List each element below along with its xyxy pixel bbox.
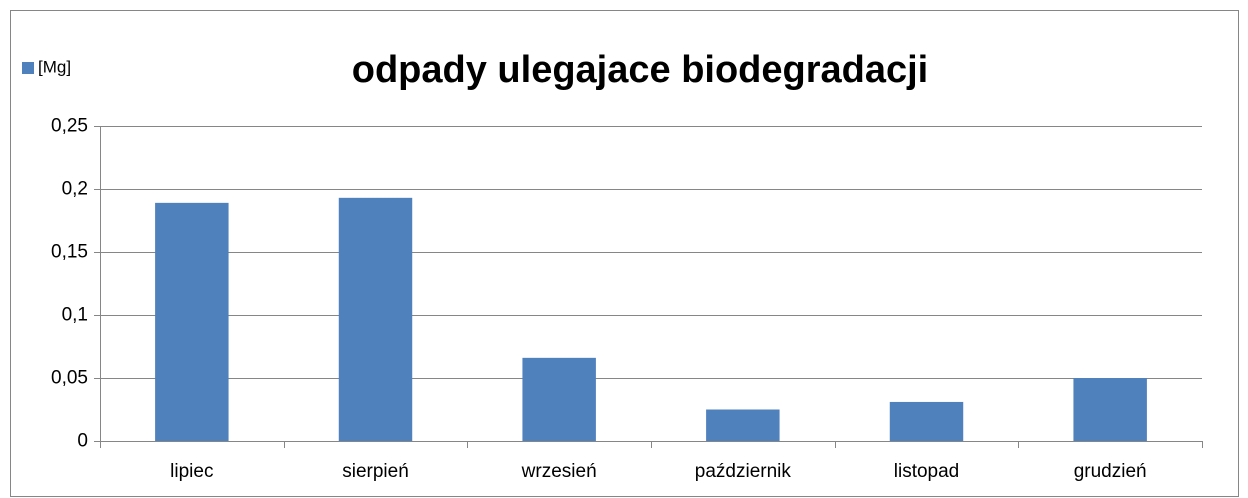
x-tick-label: październik	[695, 461, 792, 482]
bar	[706, 409, 780, 441]
y-tick-label: 0,1	[62, 305, 88, 326]
bar	[1073, 378, 1147, 441]
chart-title: odpady ulegajace biodegradacji	[352, 49, 929, 91]
bar	[889, 401, 964, 441]
y-tick-label: 0,25	[51, 116, 88, 137]
x-tick-label: grudzień	[1074, 461, 1147, 482]
legend-label: [Mg]	[38, 57, 71, 76]
x-tick-label: lipiec	[170, 461, 213, 482]
bar	[522, 357, 596, 441]
y-tick-label: 0,05	[51, 368, 88, 389]
y-tick-label: 0	[77, 431, 88, 452]
bar	[155, 202, 229, 441]
y-tick-label: 0,15	[51, 242, 88, 263]
y-tick-label: 0,2	[62, 179, 88, 200]
legend-swatch	[22, 62, 34, 74]
x-tick-label: sierpień	[342, 461, 409, 482]
x-tick-label: listopad	[894, 461, 960, 482]
bar	[338, 197, 413, 441]
x-tick-label: wrzesień	[521, 461, 597, 482]
